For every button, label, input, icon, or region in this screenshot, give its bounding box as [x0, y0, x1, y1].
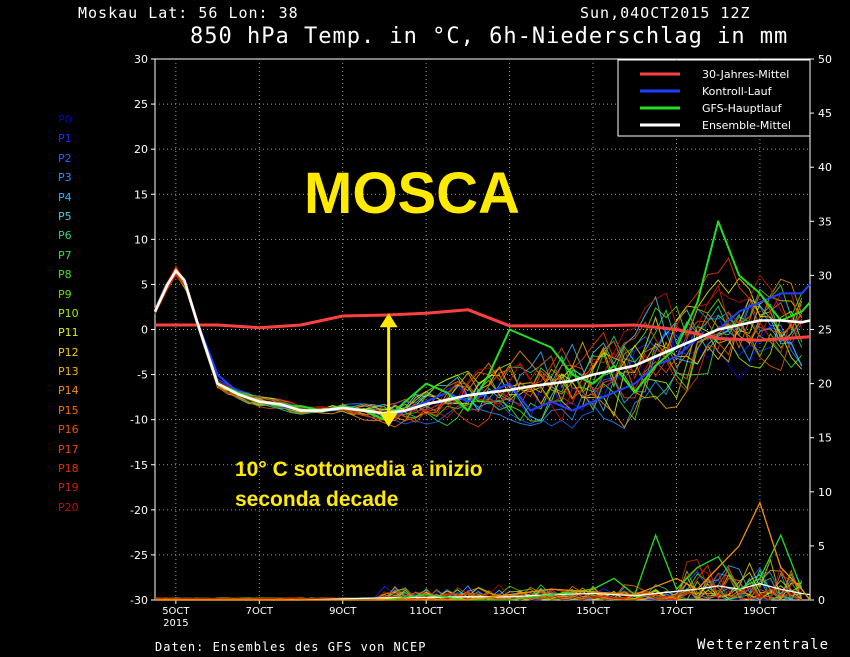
series-line-30-jahres-mittel [155, 308, 811, 342]
member-label-p7: P7 [58, 248, 72, 262]
anomaly-arrow-head-up [379, 313, 398, 328]
member-label-p6: P6 [58, 229, 72, 243]
x-tick-label: 9OCT [329, 606, 357, 617]
data-source-label: Daten: Ensembles des GFS von NCEP [155, 640, 427, 654]
member-label-p3: P3 [58, 171, 72, 185]
x-tick-label: 7OCT [246, 606, 274, 617]
member-line-p2 [154, 269, 803, 429]
member-label-p10: P10 [58, 306, 79, 320]
legend-label: Kontroll-Lauf [702, 85, 773, 98]
member-line-p17 [154, 257, 803, 428]
y-left-tick-label: -30 [130, 594, 148, 607]
y-right-tick-label: 0 [818, 594, 825, 607]
y-left-tick-label: 0 [141, 324, 148, 337]
member-label-p15: P15 [58, 403, 79, 417]
y-left-tick-label: 5 [141, 278, 148, 291]
precip-line-2 [155, 500, 811, 601]
member-label-p18: P18 [58, 462, 79, 476]
member-label-p13: P13 [58, 365, 79, 379]
y-right-tick-label: 25 [818, 324, 832, 337]
y-right-tick-label: 40 [818, 161, 832, 174]
y-left-tick-label: -15 [130, 459, 148, 472]
y-right-tick-label: 50 [818, 53, 832, 66]
y-left-tick-label: -10 [130, 414, 148, 427]
overlay-title: MOSCA [304, 161, 520, 226]
legend-label: Ensemble-Mittel [702, 119, 791, 132]
ensemble-member-list: P0 P1 P2 P3 P4 P5 P6 P7 P8 P9 P10 P11 P12 P13 P14 P15 P1… [58, 110, 79, 517]
y-left-tick-label: -5 [137, 369, 148, 382]
member-line-p13 [154, 271, 803, 422]
member-label-p20: P20 [58, 500, 79, 514]
member-line-p11 [154, 272, 803, 418]
member-line-p5 [154, 267, 803, 422]
series-line-ensemble-mittel [153, 269, 811, 415]
member-label-p16: P16 [58, 423, 79, 437]
y-left-tick-label: 30 [134, 53, 148, 66]
y-left-tick-label: -20 [130, 504, 148, 517]
x-year-label: 2015 [163, 618, 188, 629]
member-label-p1: P1 [58, 132, 72, 146]
member-label-p12: P12 [58, 345, 79, 359]
member-label-p8: P8 [58, 268, 72, 282]
precip-line-1 [155, 533, 811, 601]
y-left-tick-label: 20 [134, 143, 148, 156]
member-label-p19: P19 [58, 481, 79, 495]
x-tick-label: 11OCT [409, 606, 444, 617]
x-tick-label: 19OCT [743, 606, 778, 617]
run-date-label: Sun,04OCT2015 12Z [580, 4, 751, 22]
member-label-p11: P11 [58, 326, 79, 340]
member-label-p4: P4 [58, 190, 72, 204]
x-tick-label: 13OCT [493, 606, 528, 617]
y-left-tick-label: 15 [134, 188, 148, 201]
x-tick-label: 15OCT [576, 606, 611, 617]
y-right-tick-label: 10 [818, 486, 832, 499]
member-label-p2: P2 [58, 151, 72, 165]
member-label-p17: P17 [58, 442, 79, 456]
y-left-tick-label: -25 [130, 549, 148, 562]
y-right-tick-label: 45 [818, 107, 832, 120]
y-left-tick-label: 25 [134, 98, 148, 111]
y-right-tick-label: 20 [818, 378, 832, 391]
y-left-tick-label: 10 [134, 233, 148, 246]
chart-title: 850 hPa Temp. in °C, 6h-Niederschlag in … [190, 24, 789, 49]
anomaly-arrow-head-down [379, 412, 398, 427]
precip-line-0 [155, 583, 811, 601]
x-tick-label: 17OCT [660, 606, 695, 617]
y-right-tick-label: 30 [818, 269, 832, 282]
member-line-p19 [154, 273, 803, 421]
member-line-p3 [154, 268, 803, 430]
y-right-tick-label: 5 [818, 540, 825, 553]
y-right-tick-label: 35 [818, 215, 832, 228]
member-label-p9: P9 [58, 287, 72, 301]
member-label-p5: P5 [58, 209, 72, 223]
legend-label: 30-Jahres-Mittel [702, 68, 789, 81]
member-label-p14: P14 [58, 384, 79, 398]
legend-label: GFS-Hauptlauf [702, 102, 783, 115]
y-right-tick-label: 15 [818, 432, 832, 445]
note-line-1: 10° C sottomedia a inizio [235, 458, 483, 481]
member-line-p15 [154, 271, 803, 428]
member-label-p0: P0 [58, 113, 72, 126]
x-tick-label: 5OCT [162, 606, 190, 617]
note-line-2: seconda decade [235, 488, 398, 511]
brand-label: Wetterzentrale [697, 637, 830, 653]
station-label: Moskau Lat: 56 Lon: 38 [78, 4, 299, 22]
